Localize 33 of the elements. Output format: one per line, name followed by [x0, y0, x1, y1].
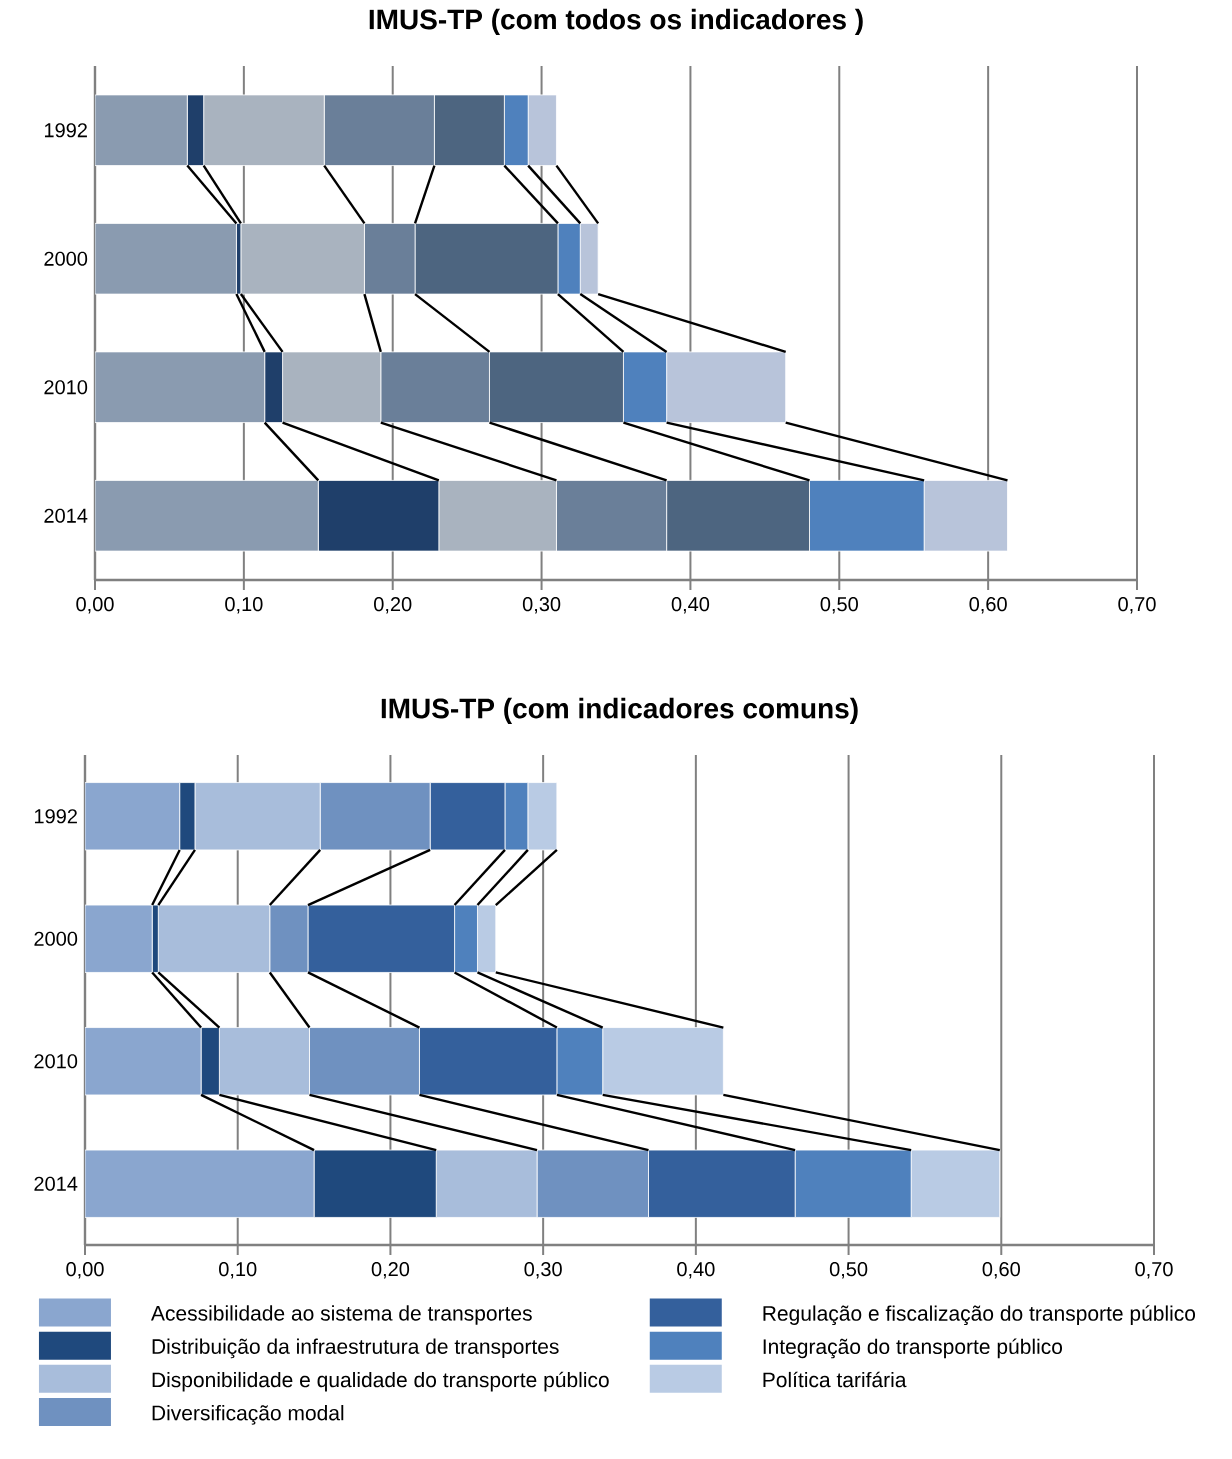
- x-tick-label: 0,60: [969, 597, 1007, 614]
- legend-label: Distribuição da infraestrutura de transportes: [152, 1338, 559, 1359]
- y-tick-label: 2014: [44, 508, 88, 523]
- y-tick-label: 2000: [44, 251, 88, 266]
- x-tick-label: 0,20: [374, 597, 412, 614]
- chart-title: IMUS-TP (com indicadores comuns): [381, 697, 858, 724]
- x-tick-label: 0,70: [1118, 597, 1156, 614]
- x-tick-label: 0,20: [371, 1262, 410, 1279]
- y-tick-label: 1992: [44, 123, 87, 138]
- chart-title: IMUS-TP (com todos os indicadores ): [369, 8, 863, 35]
- x-tick-label: 0,00: [66, 1262, 104, 1279]
- y-tick-label: 2000: [34, 931, 78, 946]
- x-tick-label: 0,50: [829, 1262, 868, 1279]
- x-tick-label: 0,50: [820, 597, 858, 614]
- x-tick-label: 0,30: [524, 1262, 562, 1279]
- y-tick-label: 2010: [44, 380, 88, 395]
- legend-label: Diversificação modal: [152, 1404, 344, 1425]
- x-tick-label: 0,10: [219, 1262, 257, 1279]
- y-tick-label: 1992: [34, 809, 77, 824]
- x-tick-label: 0,60: [982, 1262, 1020, 1279]
- legend-label: Regulação e fiscalização do transporte público: [763, 1305, 1196, 1326]
- y-tick-label: 2010: [34, 1054, 78, 1069]
- x-tick-label: 0,10: [225, 597, 263, 614]
- legend-label: Disponibilidade e qualidade do transporte público: [152, 1371, 609, 1392]
- x-tick-label: 0,00: [76, 597, 114, 614]
- x-tick-label: 0,70: [1135, 1262, 1173, 1279]
- legend-label: Política tarifária: [763, 1371, 907, 1388]
- x-tick-label: 0,40: [671, 597, 710, 614]
- x-tick-label: 0,30: [522, 597, 561, 614]
- x-tick-label: 0,40: [677, 1262, 715, 1279]
- y-tick-label: 2014: [34, 1176, 78, 1191]
- legend-label: Acessibilidade ao sistema de transportes: [150, 1305, 532, 1325]
- legend-label: Integração do transporte público: [763, 1338, 1063, 1359]
